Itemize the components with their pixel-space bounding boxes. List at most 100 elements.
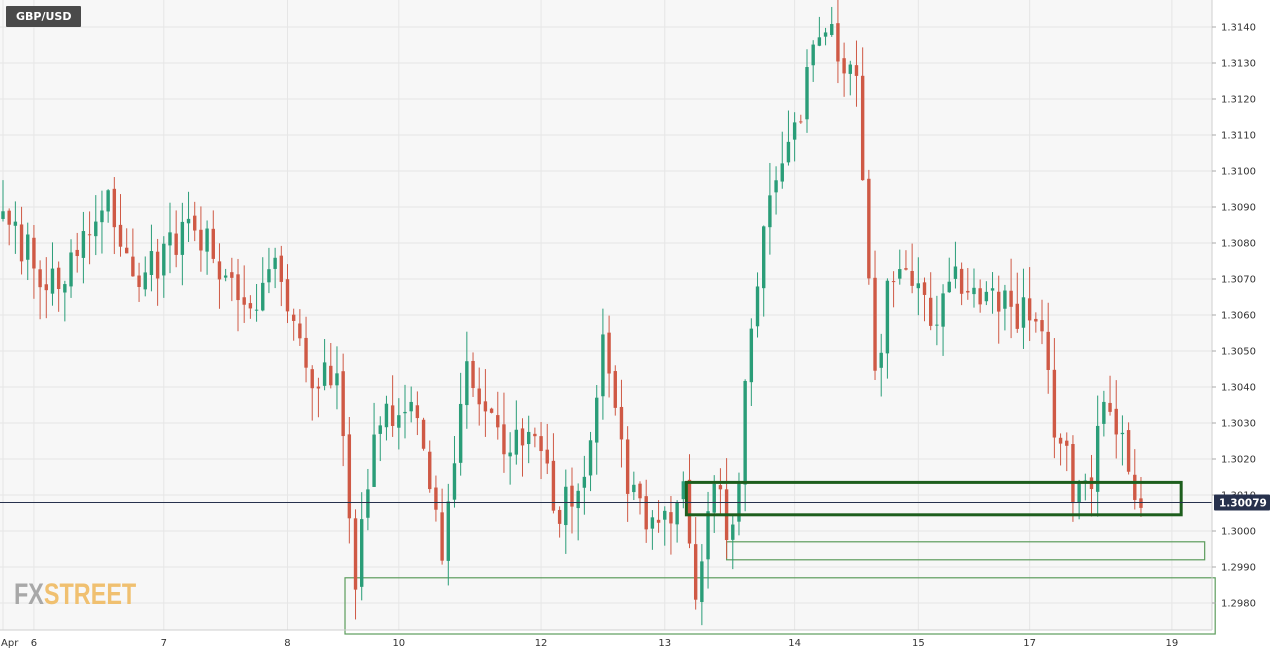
candle-body xyxy=(984,291,989,302)
candle xyxy=(990,272,995,314)
candle-body xyxy=(978,288,982,305)
y-tick-label: 1.3120 xyxy=(1221,95,1256,106)
candle-body xyxy=(799,121,803,123)
candle xyxy=(94,195,98,256)
candles xyxy=(1,0,1143,626)
candle-body xyxy=(100,210,104,223)
candle xyxy=(842,42,846,97)
candle xyxy=(904,250,908,271)
candle-body xyxy=(854,65,859,76)
candle-body xyxy=(687,479,692,544)
candle xyxy=(613,365,617,416)
candle-body xyxy=(681,481,686,500)
x-tick-label: 15 xyxy=(912,638,925,649)
candle-body xyxy=(409,401,413,412)
candle-body xyxy=(205,228,209,252)
candle-body xyxy=(415,405,420,419)
candle xyxy=(279,245,284,307)
candle xyxy=(545,423,549,475)
candle-body xyxy=(768,195,772,228)
candle xyxy=(1015,272,1019,333)
candle xyxy=(397,398,401,450)
candle-body xyxy=(223,275,228,278)
candle-body xyxy=(298,323,302,339)
candle-body xyxy=(118,224,123,247)
candle xyxy=(891,271,896,308)
candle-body xyxy=(261,282,265,311)
candle-body xyxy=(63,284,67,293)
candle xyxy=(223,268,228,282)
candle-body xyxy=(712,483,716,513)
candle xyxy=(953,241,958,289)
candle xyxy=(310,365,314,421)
candle xyxy=(390,375,395,437)
candle xyxy=(1009,258,1013,339)
candle xyxy=(805,49,809,133)
candle xyxy=(75,232,79,273)
candle xyxy=(242,265,246,323)
candle xyxy=(1052,338,1057,459)
y-tick-label: 1.3100 xyxy=(1221,167,1256,178)
candle-body xyxy=(1015,303,1019,329)
candle xyxy=(700,544,704,626)
candle xyxy=(1027,267,1032,342)
candle-body xyxy=(1133,474,1137,500)
candle xyxy=(675,500,679,543)
candle xyxy=(811,40,815,82)
candle xyxy=(347,416,352,544)
candle xyxy=(1,180,5,222)
candle xyxy=(112,177,117,255)
candle xyxy=(360,492,364,601)
candle-body xyxy=(638,483,642,499)
candle-body xyxy=(1077,482,1081,503)
candle xyxy=(526,415,531,464)
candle-body xyxy=(279,255,284,282)
candle-body xyxy=(199,229,203,251)
candle-body xyxy=(817,37,822,46)
candle xyxy=(1126,422,1131,475)
candle xyxy=(1102,390,1106,437)
candle-body xyxy=(254,309,259,311)
y-tick-label: 1.3030 xyxy=(1221,419,1256,430)
candle xyxy=(316,377,321,418)
candle xyxy=(403,384,407,439)
candle-body xyxy=(706,511,710,560)
y-tick-label: 1.3000 xyxy=(1221,527,1256,538)
x-tick-label: 8 xyxy=(284,638,290,649)
candle-body xyxy=(366,489,370,518)
candle-body xyxy=(26,234,30,260)
candle-body xyxy=(193,215,197,231)
candle xyxy=(341,353,345,467)
candle-body xyxy=(378,425,382,434)
candle-body xyxy=(520,428,525,446)
candle xyxy=(916,257,921,316)
candle-body xyxy=(910,270,914,286)
candle xyxy=(322,338,327,391)
candle xyxy=(978,279,982,313)
candle xyxy=(100,190,104,254)
candle-body xyxy=(625,439,630,494)
candle xyxy=(137,262,141,302)
candle-body xyxy=(632,484,636,493)
candle-body xyxy=(650,517,655,529)
candle-body xyxy=(904,268,908,270)
candle-body xyxy=(1027,298,1032,321)
candle xyxy=(471,352,475,397)
candle xyxy=(1077,479,1081,520)
candle-body xyxy=(718,485,723,490)
candle-body xyxy=(112,188,117,228)
candle-body xyxy=(1114,408,1118,435)
candle-body xyxy=(143,272,147,290)
candle xyxy=(1114,380,1118,459)
candle-body xyxy=(186,218,191,224)
candle xyxy=(1071,435,1075,522)
candle xyxy=(780,131,784,189)
candle-body xyxy=(508,452,512,457)
x-tick-label: 13 xyxy=(658,638,671,649)
candle-body xyxy=(465,361,469,406)
candle-body xyxy=(390,405,395,426)
candle xyxy=(254,283,259,322)
candle-body xyxy=(966,290,970,293)
